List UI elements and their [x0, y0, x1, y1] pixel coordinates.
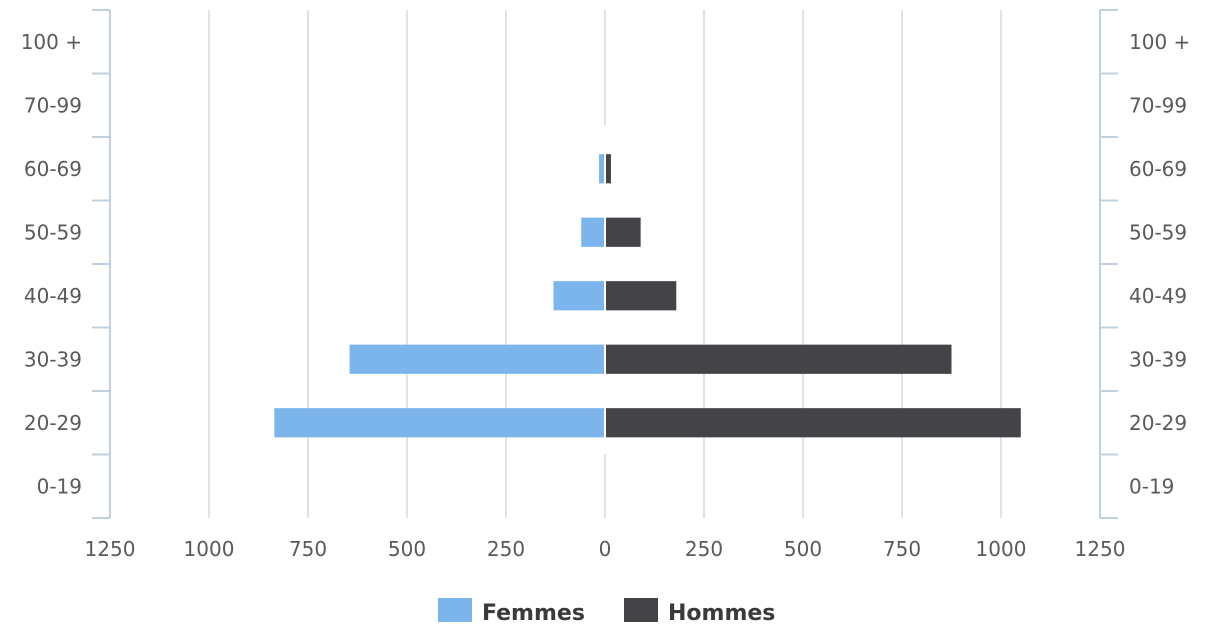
bar-hommes-3[interactable] — [605, 217, 641, 247]
legend[interactable]: Femmes Hommes — [438, 598, 775, 626]
x-tick-label: 250 — [487, 537, 525, 561]
y-tick-label-left: 70-99 — [24, 93, 82, 117]
bar-femmes-6[interactable] — [274, 408, 605, 438]
tick-labels: 100 + 100 + 70-99 70-99 60-69 60-69 50-59 50-59… — [21, 30, 1191, 561]
y-tick-label-right: 100 + — [1129, 30, 1190, 54]
x-tick-label: 1250 — [85, 537, 136, 561]
y-tick-label-right: 50-59 — [1129, 220, 1187, 244]
bar-femmes-3[interactable] — [581, 217, 605, 247]
bar-femmes-2[interactable] — [599, 154, 605, 184]
y-tick-label-left: 60-69 — [24, 157, 82, 181]
legend-swatch-femmes[interactable] — [438, 598, 472, 622]
bar-hommes-2[interactable] — [605, 154, 611, 184]
x-tick-label: 500 — [388, 537, 426, 561]
y-tick-label-left: 20-29 — [24, 411, 82, 435]
bars — [274, 154, 1021, 438]
bar-hommes-5[interactable] — [605, 344, 952, 374]
y-tick-label-right: 0-19 — [1129, 474, 1174, 498]
y-tick-label-left: 30-39 — [24, 347, 82, 371]
bar-femmes-5[interactable] — [349, 344, 605, 374]
bar-femmes-4[interactable] — [553, 281, 605, 311]
y-tick-label-left: 100 + — [21, 30, 82, 54]
y-tick-label-right: 20-29 — [1129, 411, 1187, 435]
y-tick-label-left: 0-19 — [37, 474, 82, 498]
y-tick-label-right: 60-69 — [1129, 157, 1187, 181]
y-tick-label-left: 40-49 — [24, 284, 82, 308]
legend-label-femmes[interactable]: Femmes — [482, 601, 585, 626]
x-tick-label: 1000 — [184, 537, 235, 561]
bar-hommes-4[interactable] — [605, 281, 677, 311]
x-tick-label: 1000 — [976, 537, 1027, 561]
axes — [92, 9, 1118, 519]
y-tick-label-right: 70-99 — [1129, 93, 1187, 117]
x-tick-label: 750 — [883, 537, 921, 561]
legend-swatch-hommes[interactable] — [624, 598, 658, 622]
y-tick-label-right: 40-49 — [1129, 284, 1187, 308]
y-tick-label-right: 30-39 — [1129, 347, 1187, 371]
bar-hommes-6[interactable] — [605, 408, 1021, 438]
x-tick-label: 250 — [685, 537, 723, 561]
y-tick-label-left: 50-59 — [24, 220, 82, 244]
x-tick-label: 0 — [599, 537, 612, 561]
x-tick-label: 1250 — [1075, 537, 1126, 561]
x-tick-label: 750 — [289, 537, 327, 561]
x-tick-label: 500 — [784, 537, 822, 561]
legend-label-hommes[interactable]: Hommes — [668, 601, 775, 626]
